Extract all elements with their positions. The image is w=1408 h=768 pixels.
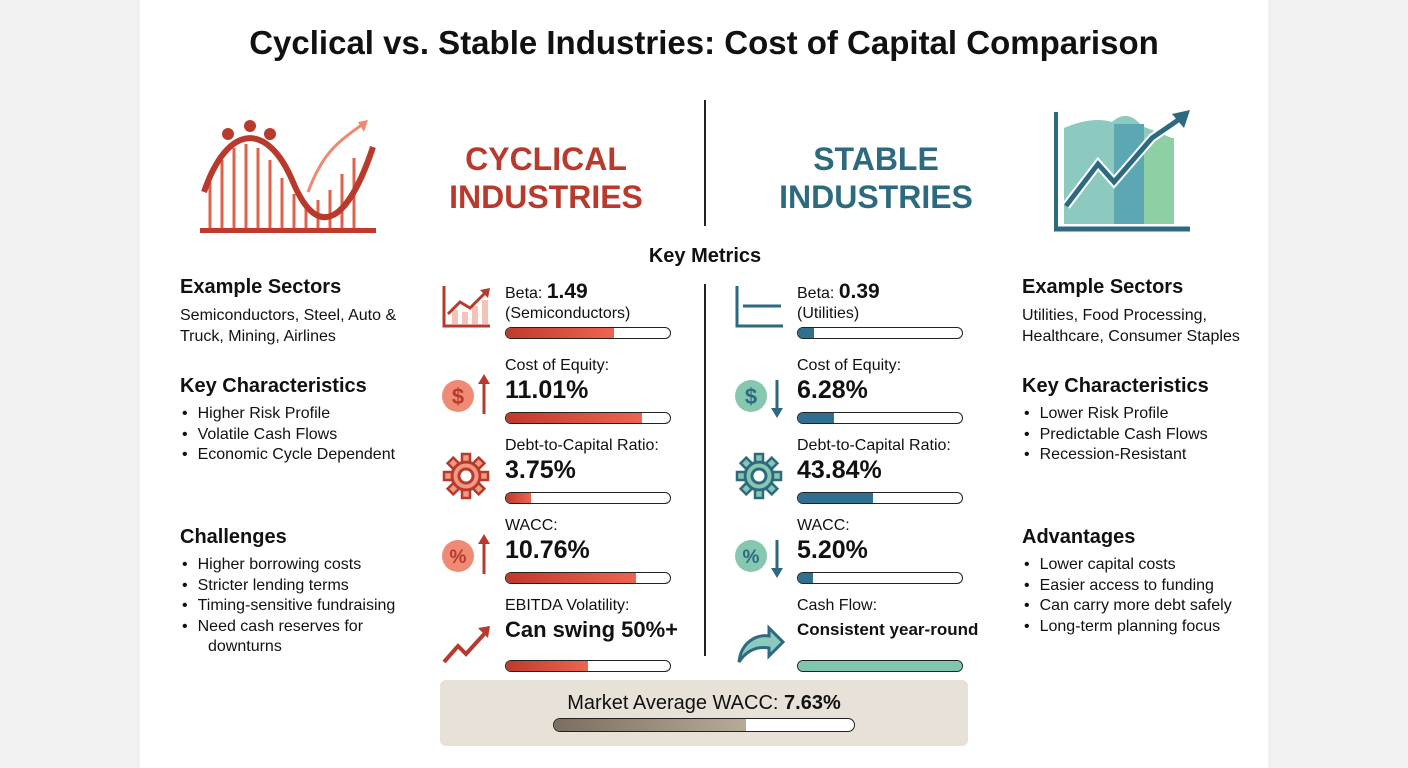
metric-bar-fill — [506, 661, 588, 671]
metric-bar — [505, 660, 671, 672]
metric-label: WACC: — [797, 517, 850, 534]
metric-bar-fill — [506, 573, 636, 583]
stable-sectors: Example Sectors Utilities, Food Processi… — [1022, 276, 1262, 347]
list-item: Lower capital costs — [1022, 555, 1262, 576]
cyclical-characteristics: Key Characteristics Higher Risk ProfileV… — [180, 375, 430, 466]
metric-bar — [797, 327, 963, 339]
zigzag-trend-icon — [442, 626, 490, 664]
metric-label: Beta: 1.49 — [505, 280, 588, 303]
list-item: Stricter lending terms — [180, 576, 430, 597]
advantages-title: Advantages — [1022, 526, 1136, 548]
metric-bar — [505, 572, 671, 584]
metric-value: 10.76% — [505, 536, 590, 564]
metric-label: Cost of Equity: — [797, 357, 902, 374]
percent-down-icon: % — [735, 540, 783, 578]
metric-bar — [505, 492, 671, 504]
metric-value: 43.84% — [797, 456, 882, 484]
metric-label: EBITDA Volatility: — [505, 597, 630, 614]
cyclical-heading-line1: CYCLICAL — [465, 141, 627, 177]
metric-bar-fill — [506, 493, 531, 503]
gear-icon — [442, 452, 490, 500]
sectors-title: Example Sectors — [180, 276, 342, 298]
list-item: Timing-sensitive fundraising — [180, 596, 430, 617]
market-average-bar — [553, 718, 855, 732]
cyclical-heading-line2: INDUSTRIES — [449, 179, 643, 215]
bar-chart-up-icon — [442, 286, 490, 328]
sectors-text: Semiconductors, Steel, Auto & Truck, Min… — [180, 307, 397, 345]
list-item: Can carry more debt safely — [1022, 596, 1262, 617]
list-item: Economic Cycle Dependent — [180, 445, 430, 466]
metric-bar — [797, 572, 963, 584]
metric-sub: (Utilities) — [797, 305, 860, 322]
metric-bar-fill — [506, 328, 615, 338]
roller-coaster-icon — [200, 120, 376, 233]
svg-text:$: $ — [452, 384, 464, 409]
metric-value: 3.75% — [505, 456, 576, 484]
metric-bar-fill — [798, 328, 815, 338]
characteristics-title: Key Characteristics — [180, 375, 367, 397]
metric-bar-fill — [798, 573, 813, 583]
challenges-title: Challenges — [180, 526, 287, 548]
gear-icon — [735, 452, 783, 500]
list-item: Need cash reserves for — [180, 617, 430, 638]
metric-label: Cost of Equity: — [505, 357, 610, 374]
list-item: Higher borrowing costs — [180, 555, 430, 576]
flat-line-chart-icon — [735, 286, 783, 328]
metric-bar — [797, 412, 963, 424]
metric-value: 6.28% — [797, 376, 868, 404]
stable-growth-chart-icon — [1054, 110, 1190, 232]
cyclical-challenges: Challenges Higher borrowing costsStricte… — [180, 526, 430, 658]
metric-bar-fill — [798, 413, 835, 423]
stable-characteristics: Key Characteristics Lower Risk ProfilePr… — [1022, 375, 1262, 466]
dollar-down-icon: $ — [735, 380, 783, 418]
metric-bar-fill — [798, 661, 962, 671]
key-metrics-heading: Key Metrics — [648, 245, 762, 267]
metric-bar — [797, 492, 963, 504]
metric-value: 11.01% — [505, 376, 589, 404]
metric-label: WACC: — [505, 517, 558, 534]
list-item: downturns — [208, 638, 282, 655]
stable-heading: STABLE INDUSTRIES — [746, 140, 1006, 216]
metric-label: Beta: 0.39 — [797, 280, 880, 303]
metric-label: Debt-to-Capital Ratio: — [505, 437, 659, 454]
cyclical-sectors: Example Sectors Semiconductors, Steel, A… — [180, 276, 430, 347]
metric-sub: (Semiconductors) — [505, 305, 631, 322]
curved-arrow-icon — [737, 624, 786, 663]
metric-bar — [797, 660, 963, 672]
market-average-box: Market Average WACC: 7.63% — [440, 680, 968, 746]
market-average-label: Market Average WACC: 7.63% — [567, 692, 841, 714]
list-item: Long-term planning focus — [1022, 617, 1262, 638]
list-item: Lower Risk Profile — [1022, 404, 1262, 425]
list-item: Easier access to funding — [1022, 576, 1262, 597]
stable-advantages: Advantages Lower capital costsEasier acc… — [1022, 526, 1262, 637]
metric-bar-fill — [798, 493, 874, 503]
metric-value: 5.20% — [797, 536, 868, 564]
metric-label: Cash Flow: — [797, 597, 878, 614]
sectors-title: Example Sectors — [1022, 276, 1184, 298]
metric-bar — [505, 327, 671, 339]
metric-bar-fill — [506, 413, 643, 423]
list-item: Volatile Cash Flows — [180, 425, 430, 446]
metric-label: Debt-to-Capital Ratio: — [797, 437, 951, 454]
svg-text:$: $ — [745, 384, 757, 409]
stable-heading-line2: INDUSTRIES — [779, 179, 973, 215]
metric-value: Can swing 50%+ — [505, 617, 679, 642]
metric-bar — [505, 412, 671, 424]
characteristics-title: Key Characteristics — [1022, 375, 1209, 397]
svg-text:%: % — [743, 547, 760, 568]
list-item: Higher Risk Profile — [180, 404, 430, 425]
svg-text:%: % — [450, 547, 467, 568]
stable-heading-line1: STABLE — [813, 141, 939, 177]
cyclical-heading: CYCLICAL INDUSTRIES — [416, 140, 676, 216]
list-item: Recession-Resistant — [1022, 445, 1262, 466]
sectors-text: Utilities, Food Processing, Healthcare, … — [1022, 307, 1240, 345]
page-title: Cyclical vs. Stable Industries: Cost of … — [249, 24, 1159, 61]
list-item: Predictable Cash Flows — [1022, 425, 1262, 446]
metric-value: Consistent year-round — [797, 620, 979, 639]
percent-up-icon: % — [442, 534, 490, 574]
divider-top — [704, 100, 706, 226]
dollar-up-icon: $ — [442, 374, 490, 414]
divider-metrics — [704, 284, 706, 656]
